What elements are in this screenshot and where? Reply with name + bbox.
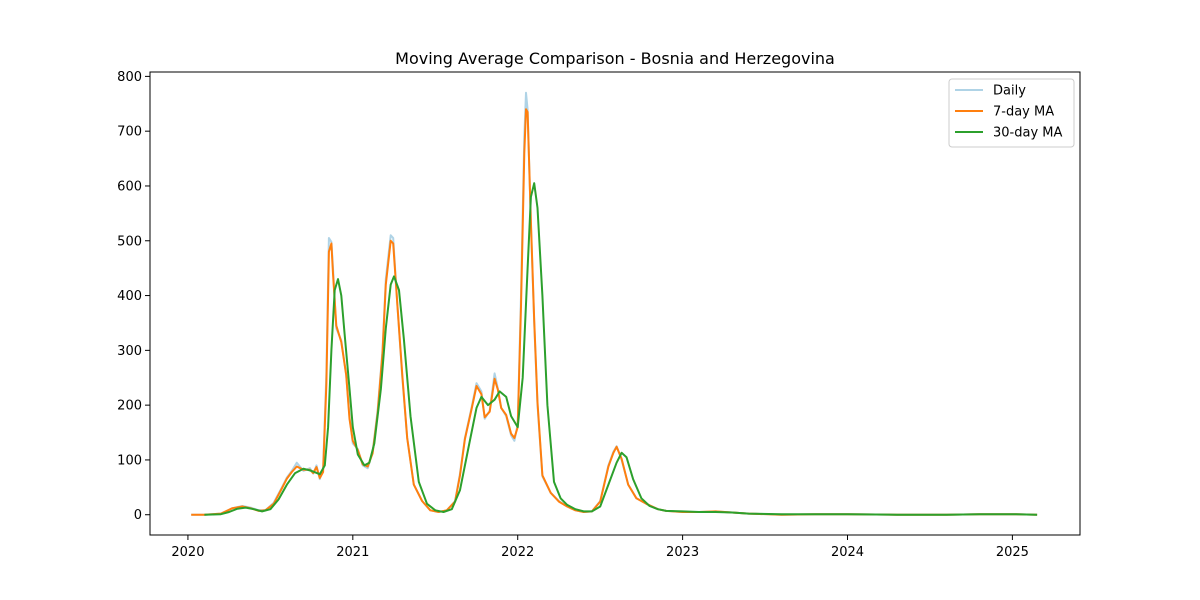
- x-tick-label: 2020: [171, 545, 204, 560]
- y-tick-label: 400: [117, 289, 142, 304]
- y-axis: 0 100 200 300 400 500 600 700 800: [117, 70, 150, 523]
- series-line-3: [204, 182, 1038, 516]
- legend-label: 30-day MA: [993, 126, 1062, 141]
- y-tick-label: 700: [117, 125, 142, 140]
- x-tick-label: 2022: [501, 545, 534, 560]
- x-tick-label: 2023: [666, 545, 699, 560]
- legend: Daily 7-day MA 30-day MA: [948, 78, 1075, 148]
- y-tick-label: 800: [117, 70, 142, 85]
- chart-title: Moving Average Comparison - Bosnia and H…: [395, 49, 835, 68]
- plot-lines: [191, 91, 1038, 516]
- x-axis: 2020 2021 2022 2023 2024 2025: [171, 535, 1029, 560]
- x-tick-label: 2025: [996, 545, 1029, 560]
- y-tick-label: 500: [117, 234, 142, 249]
- plot-frame: [149, 71, 1081, 536]
- y-tick-label: 600: [117, 179, 142, 194]
- y-tick-label: 0: [134, 508, 142, 523]
- x-tick-label: 2024: [831, 545, 864, 560]
- y-tick-label: 200: [117, 399, 142, 414]
- x-tick-label: 2021: [336, 545, 369, 560]
- legend-box: [948, 78, 1075, 148]
- series-line-2: [191, 108, 1038, 516]
- legend-label: Daily: [993, 84, 1026, 99]
- legend-label: 7-day MA: [993, 105, 1054, 120]
- y-tick-label: 300: [117, 344, 142, 359]
- y-tick-label: 100: [117, 453, 142, 468]
